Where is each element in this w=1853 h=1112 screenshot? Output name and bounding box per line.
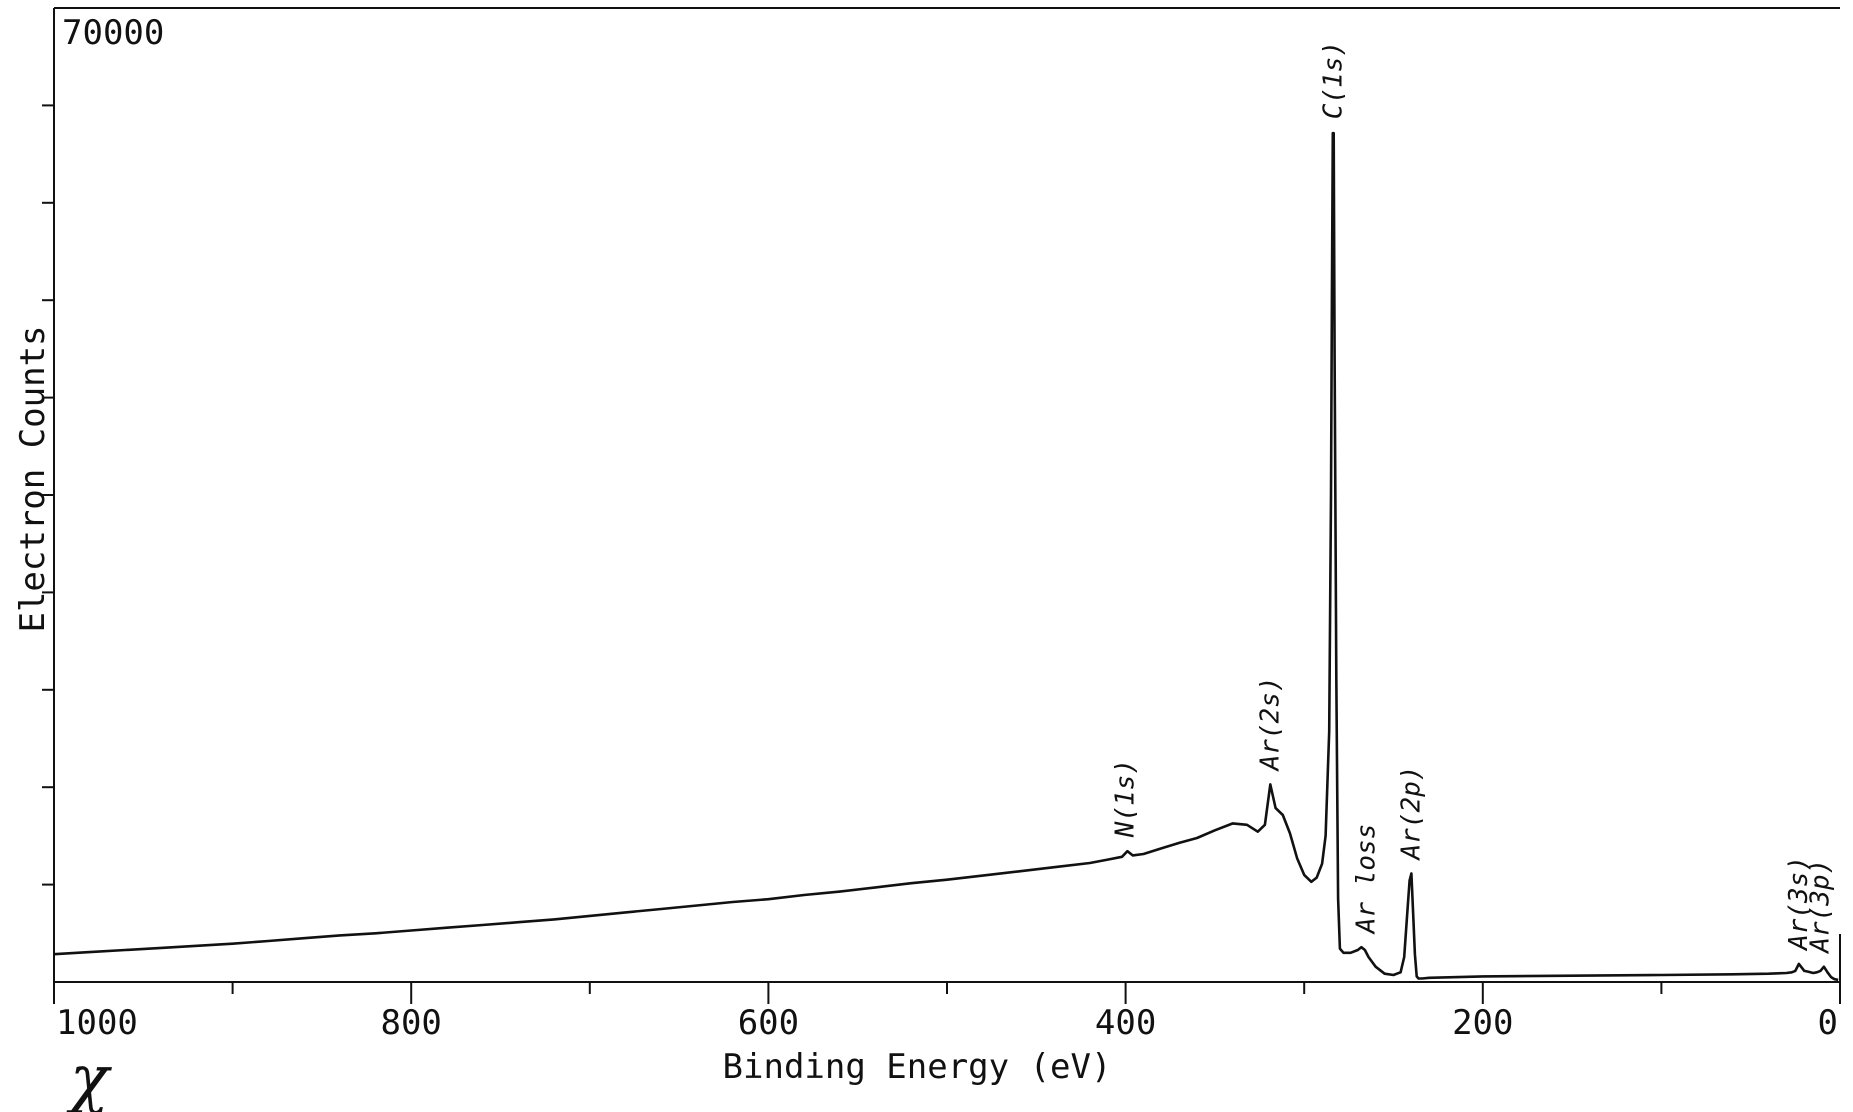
peak-label-6: Ar(3p)	[1805, 859, 1835, 955]
x-axis-ticks	[53, 982, 1841, 1004]
x-axis-tick-labels: 1000 800 600 400 200 0	[56, 1003, 1838, 1043]
x-tick-label-400: 400	[1095, 1003, 1156, 1043]
x-tick-label-600: 600	[738, 1003, 799, 1043]
peak-label-5: Ar(3s)	[1784, 856, 1814, 952]
spectrum-series-line	[53, 131, 1839, 982]
peak-label-1: Ar(2s)	[1255, 676, 1285, 772]
peak-label-4: Ar(2p)	[1396, 766, 1426, 862]
x-tick-label-800: 800	[380, 1003, 441, 1043]
peak-annotations: N(1s) Ar(2s) C(1s) Ar loss Ar(2p) Ar(3s)Ar(3p…	[1111, 41, 1836, 955]
peak-label-0: N(1s)	[1111, 759, 1141, 838]
plot-frame	[53, 7, 1841, 1002]
y-axis-ticks	[42, 104, 54, 886]
x-tick-label-1000: 1000	[56, 1003, 138, 1043]
x-tick-label-200: 200	[1452, 1003, 1513, 1043]
y-axis-title: Electron Counts	[13, 325, 53, 632]
x-tick-label-0: 0	[1818, 1003, 1838, 1043]
x-axis-title: Binding Energy (eV)	[723, 1047, 1112, 1087]
peak-label-3: Ar loss	[1352, 824, 1382, 936]
y-axis-max-label: 70000	[62, 13, 164, 53]
corner-chi-mark: χ	[66, 1042, 112, 1112]
peak-label-2: C(1s)	[1319, 41, 1349, 119]
